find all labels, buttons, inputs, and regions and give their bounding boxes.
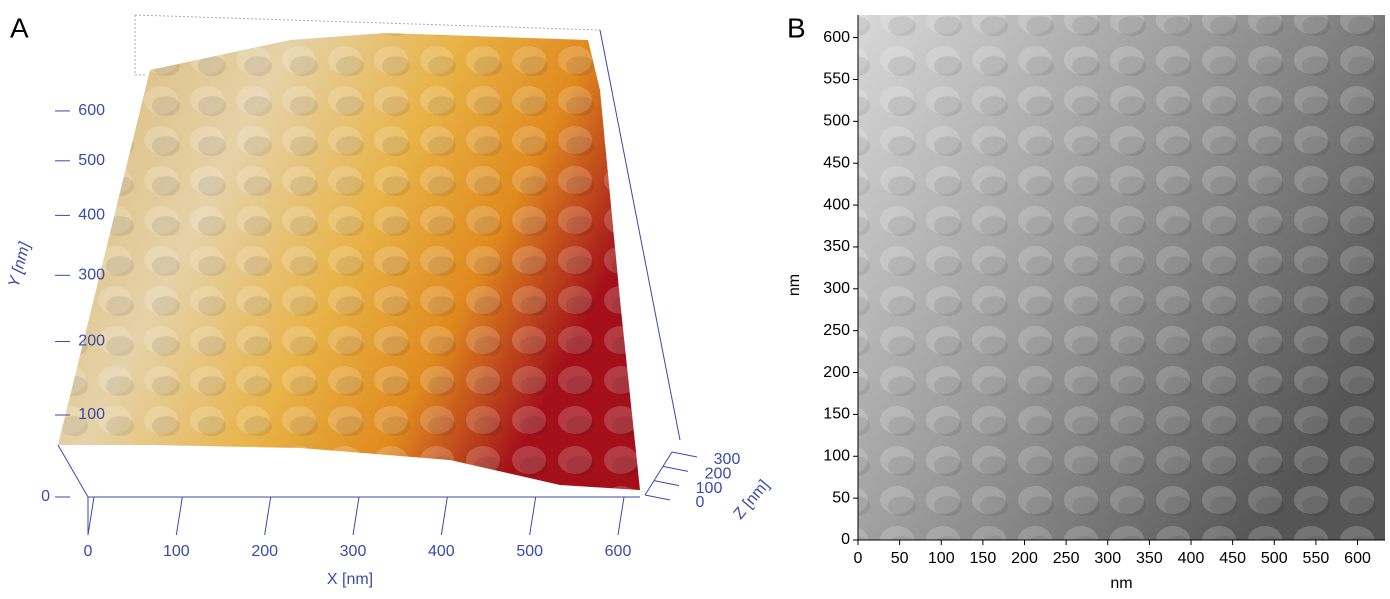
y-tick-label: 100 <box>78 406 105 423</box>
y-tick-label: 500 <box>78 152 105 169</box>
x-tick-label: 300 <box>340 543 367 560</box>
z-tick <box>663 466 688 471</box>
x-tick-label: 600 <box>605 543 632 560</box>
z-tick <box>672 452 697 457</box>
x-tick-label: 500 <box>516 543 543 560</box>
y-tick-label: 200 <box>78 333 105 350</box>
panel-a <box>58 15 680 535</box>
x-tick-label: 200 <box>1011 550 1038 567</box>
y-tick-label: 300 <box>78 267 105 284</box>
x-tick-label: 250 <box>1053 550 1080 567</box>
y-tick-label: 200 <box>823 364 850 381</box>
y-tick-label: 600 <box>78 102 105 119</box>
x-tick-label: 450 <box>1219 550 1246 567</box>
x-tick-label: 300 <box>1094 550 1121 567</box>
y-tick-label: 500 <box>823 113 850 130</box>
y-tick-label: 100 <box>823 447 850 464</box>
panel-b <box>858 15 1385 540</box>
x-tick-label: 400 <box>1178 550 1205 567</box>
z-tick <box>645 495 670 500</box>
y-tick-label: 600 <box>823 29 850 46</box>
surface-texture <box>58 33 640 490</box>
y-tick-label: 400 <box>823 196 850 213</box>
x-tick-label: 100 <box>163 543 190 560</box>
x-tick-label: 200 <box>251 543 278 560</box>
x-tick <box>441 497 447 535</box>
x-tick-label: 500 <box>1261 550 1288 567</box>
box-line <box>58 445 88 497</box>
z-tick-label: 300 <box>714 451 741 468</box>
x-tick-label: 350 <box>1136 550 1163 567</box>
x-tick <box>530 497 536 535</box>
panel-label: B <box>787 12 806 43</box>
x-tick-label: 600 <box>1344 550 1371 567</box>
z-axis-label: Z [nm] <box>731 477 773 523</box>
x-tick-label: 150 <box>970 550 997 567</box>
x-tick-label: 50 <box>891 550 909 567</box>
y-tick-label: 450 <box>823 154 850 171</box>
x-tick <box>88 497 94 535</box>
x-tick-label: 550 <box>1303 550 1330 567</box>
x-tick-label: 0 <box>84 543 93 560</box>
z-tick <box>654 481 679 486</box>
x-axis-label: nm <box>1110 575 1132 592</box>
x-tick-label: 0 <box>854 550 863 567</box>
x-tick <box>176 497 182 535</box>
x-tick <box>353 497 359 535</box>
box-line <box>135 15 145 75</box>
y-tick-label: 300 <box>823 280 850 297</box>
x-tick-label: 400 <box>428 543 455 560</box>
x-axis-label: X [nm] <box>327 571 373 588</box>
panel-label: A <box>10 12 29 43</box>
y-tick-label: 50 <box>832 489 850 506</box>
x-tick-label: 100 <box>928 550 955 567</box>
y-tick-label: 250 <box>823 322 850 339</box>
afm-texture <box>858 15 1385 540</box>
z-axis <box>645 452 672 495</box>
x-tick <box>618 497 624 535</box>
box-line <box>135 15 600 30</box>
y-tick-label: 550 <box>823 71 850 88</box>
y-tick-label: 0 <box>41 488 50 505</box>
y-tick-label: 150 <box>823 406 850 423</box>
y-tick-label: 0 <box>841 531 850 548</box>
y-tick-label: 350 <box>823 238 850 255</box>
y-axis-label: nm <box>786 274 803 296</box>
x-tick <box>265 497 271 535</box>
y-tick-label: 400 <box>78 207 105 224</box>
y-axis-label: Y [nm] <box>6 240 34 289</box>
figure: A010020030040050060001002003004005006000… <box>0 0 1390 594</box>
